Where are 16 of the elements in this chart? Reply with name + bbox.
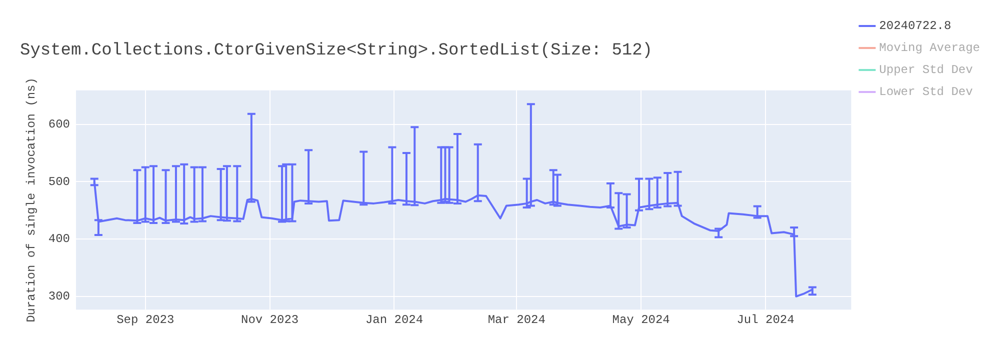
x-tick-label: May 2024 [612, 312, 670, 327]
x-tick-label: Jan 2024 [365, 312, 424, 327]
y-tick-label: 400 [48, 232, 70, 246]
y-tick-label: 300 [48, 290, 70, 304]
x-tick-label: Mar 2024 [488, 312, 546, 327]
y-axis-title: Duration of single invocation (ns) [24, 78, 38, 322]
y-tick-label: 500 [48, 174, 70, 189]
legend-label: Moving Average [879, 41, 980, 56]
x-tick-label: Sep 2023 [116, 312, 174, 327]
legend-label: 20240722.8 [879, 19, 952, 34]
legend-label: Upper Std Dev [879, 63, 973, 78]
legend-label: Lower Std Dev [879, 85, 973, 100]
x-tick-label: Jul 2024 [736, 312, 794, 327]
chart-title: System.Collections.CtorGivenSize<String>.SortedList(Size: 512) [20, 42, 653, 61]
x-tick-label: Nov 2023 [240, 312, 299, 327]
y-tick-label: 600 [48, 117, 70, 132]
